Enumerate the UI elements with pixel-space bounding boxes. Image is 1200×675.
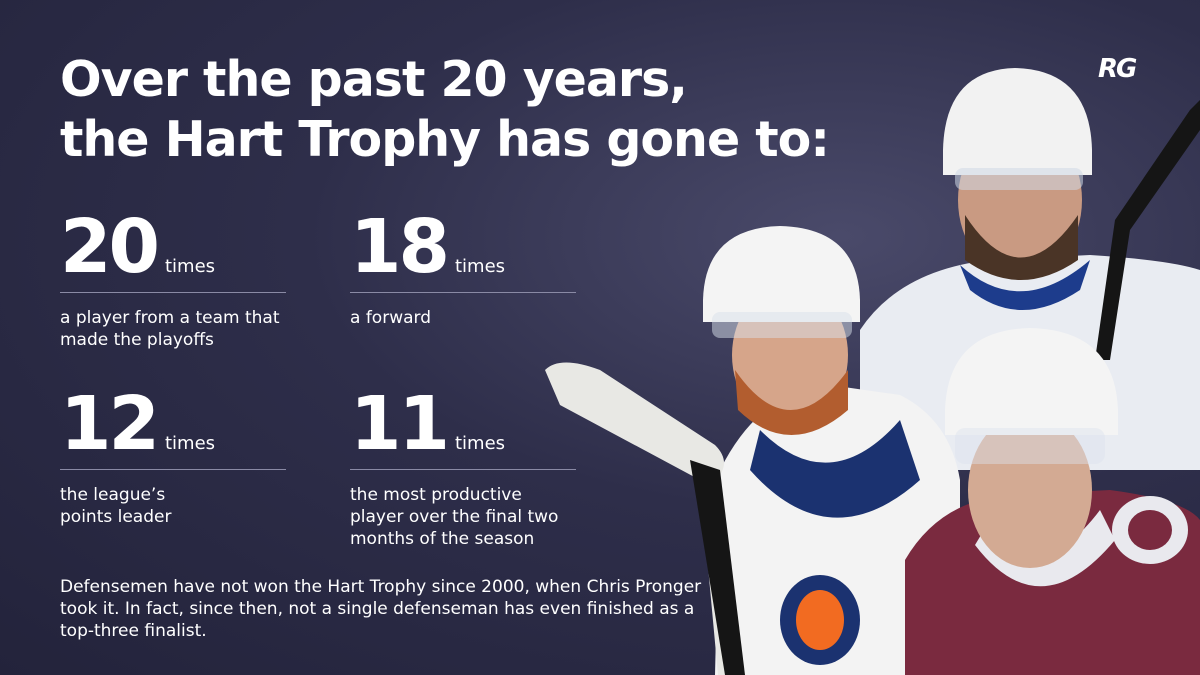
stat-number: 20 bbox=[60, 204, 160, 290]
collar bbox=[975, 510, 1115, 587]
stat-unit: times bbox=[164, 256, 216, 277]
visor bbox=[955, 428, 1105, 464]
beard bbox=[965, 215, 1078, 280]
helmet bbox=[703, 226, 860, 322]
stat-unit: times bbox=[454, 433, 506, 454]
stat-block: 12 times the league’s points leader bbox=[60, 385, 286, 528]
face bbox=[968, 412, 1092, 568]
brand-logo: RG bbox=[1098, 54, 1137, 84]
stat-description: the most productive player over the fina… bbox=[350, 485, 559, 549]
helmet bbox=[943, 68, 1092, 175]
headline: Over the past 20 years, the Hart Trophy … bbox=[60, 50, 830, 170]
stat-block: 18 times a forward bbox=[350, 208, 576, 329]
footnote: Defensemen have not won the Hart Trophy … bbox=[60, 577, 702, 641]
stick bbox=[690, 460, 745, 675]
collar bbox=[960, 260, 1090, 310]
visor bbox=[712, 312, 852, 338]
stat-number: 12 bbox=[60, 381, 160, 467]
stat-number: 11 bbox=[350, 381, 450, 467]
stick bbox=[545, 362, 740, 675]
headline-line: the Hart Trophy has gone to: bbox=[60, 111, 830, 168]
stick bbox=[1095, 100, 1200, 360]
headline-line: Over the past 20 years, bbox=[60, 51, 688, 108]
logo-crest bbox=[1128, 510, 1172, 550]
stat-number: 18 bbox=[350, 204, 450, 290]
stat-description: the league’s points leader bbox=[60, 485, 172, 527]
stat-block: 11 times the most productive player over … bbox=[350, 385, 576, 550]
stat-unit: times bbox=[164, 433, 216, 454]
helmet bbox=[945, 328, 1118, 435]
shoulder bbox=[750, 420, 920, 518]
beard bbox=[735, 370, 848, 435]
stat-description: a player from a team that made the playo… bbox=[60, 308, 280, 350]
stat-unit: times bbox=[454, 256, 506, 277]
stat-description: a forward bbox=[350, 308, 431, 328]
visor bbox=[955, 168, 1083, 190]
stat-block: 20 times a player from a team that made t… bbox=[60, 208, 286, 351]
logo-crest bbox=[796, 590, 844, 650]
